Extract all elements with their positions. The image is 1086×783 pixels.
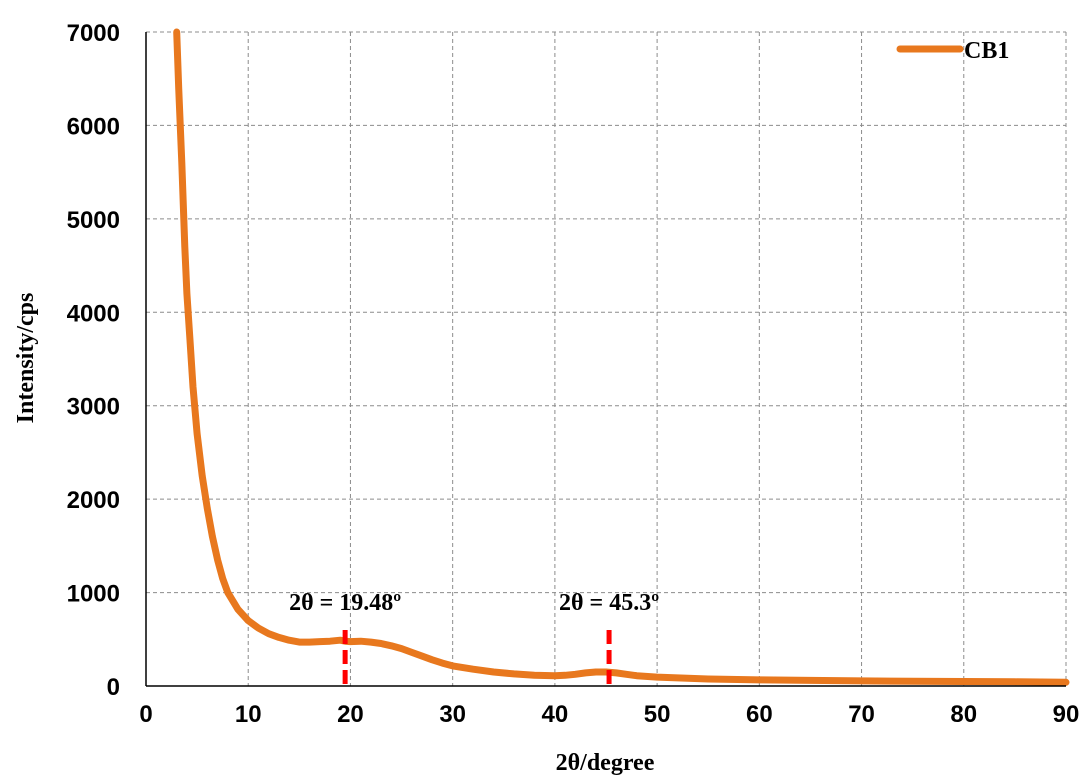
x-tick-label: 10: [235, 701, 262, 728]
y-tick-label: 7000: [67, 20, 120, 47]
peak-annotation-label: 2θ = 45.3º: [559, 590, 659, 616]
legend: CB1: [896, 38, 1009, 64]
x-tick-label: 80: [950, 701, 977, 728]
x-tick-label: 30: [439, 701, 466, 728]
x-tick-label: 90: [1053, 701, 1080, 728]
y-tick-label: 1000: [67, 581, 120, 608]
x-tick-label: 50: [644, 701, 671, 728]
peak-annotation-label: 2θ = 19.48º: [289, 590, 401, 616]
tick-label-layer: 0 10 20 30 40 50 60 70 80 90 0 1000 2000 3000 4000 5000…: [67, 20, 1080, 728]
grid-layer: [146, 31, 1067, 686]
y-tick-label: 0: [107, 674, 120, 701]
series-layer: [173, 28, 1070, 686]
axes-layer: [145, 32, 1066, 687]
legend-label-cb1: CB1: [964, 38, 1009, 64]
x-tick-label: 20: [337, 701, 364, 728]
x-tick-label: 60: [746, 701, 773, 728]
x-axis-title: 2θ/degree: [556, 750, 655, 776]
x-tick-label: 0: [139, 701, 152, 728]
y-tick-label: 4000: [67, 300, 120, 327]
series-line-cb1: [173, 28, 1070, 686]
x-tick-label: 40: [542, 701, 569, 728]
annotation-layer: 2θ = 19.48º 2θ = 45.3º: [289, 590, 659, 686]
x-tick-label: 70: [848, 701, 875, 728]
y-tick-label: 6000: [67, 113, 120, 140]
y-tick-label: 5000: [67, 207, 120, 234]
y-axis-title: Intensity/cps: [13, 293, 39, 424]
y-tick-label: 2000: [67, 487, 120, 514]
y-tick-label: 3000: [67, 394, 120, 421]
